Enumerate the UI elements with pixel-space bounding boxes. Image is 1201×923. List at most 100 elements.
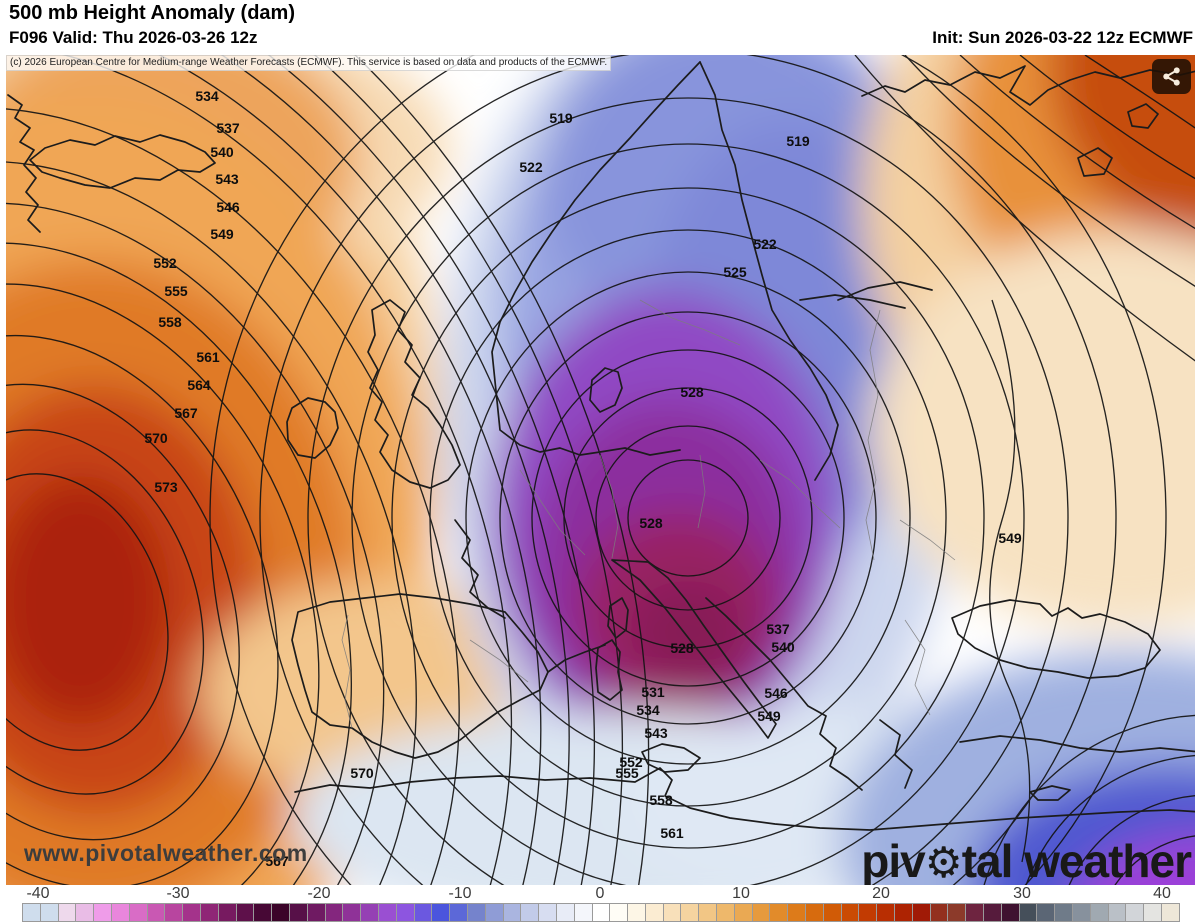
colorbar-cell: [573, 903, 592, 922]
weather-map: 534 537 540 543 546 549 552 555 558 561 564 567 570 5…: [6, 55, 1195, 886]
contour-label: 528: [680, 384, 704, 400]
height-contours: [6, 55, 1195, 885]
share-icon: [1163, 67, 1180, 86]
contour-label: 543: [215, 171, 239, 187]
colorbar-cell: [1000, 903, 1019, 922]
colorbar-cell: [680, 903, 699, 922]
colorbar-cell: [983, 903, 1001, 922]
contour-label: 540: [210, 144, 234, 160]
colorbar-cell: [484, 903, 503, 922]
colorbar-tick: 40: [1153, 885, 1171, 902]
contour-label: 531: [641, 684, 665, 700]
colorbar-tick: -10: [448, 885, 472, 902]
valid-time-label: F096 Valid: Thu 2026-03-26 12z: [9, 28, 258, 47]
borders: [341, 299, 956, 729]
colorbar-cell: [253, 903, 272, 922]
contour-label: 522: [519, 159, 543, 175]
contour-label: 537: [766, 621, 790, 637]
watermark-url: www.pivotalweather.com: [24, 840, 308, 866]
colorbar-cell: [520, 903, 539, 922]
contour-label: 528: [639, 515, 663, 531]
colorbar-cell: [698, 903, 717, 922]
colorbar-cell: [1089, 903, 1108, 922]
contour-label: 525: [723, 264, 747, 280]
colorbar-tick: 0: [595, 885, 605, 902]
colorbar-cell: [449, 903, 467, 922]
colorbar-cell: [894, 903, 912, 922]
contour-label: 552: [153, 255, 177, 271]
colorbar-cell: [876, 903, 895, 922]
colorbar-cell: [360, 903, 378, 922]
logo-text-piv: piv: [861, 835, 925, 887]
contour-label: 534: [195, 88, 219, 104]
colorbar-cell: [751, 903, 770, 922]
page-title: 500 mb Height Anomaly (dam): [9, 2, 295, 24]
colorbar-cell: [1107, 903, 1126, 922]
logo-text-tal-weather: tal weather: [961, 835, 1192, 887]
colorbar-cell: [93, 903, 111, 922]
colorbar-cell: [466, 903, 485, 922]
colorbar-cell: [1143, 903, 1161, 922]
colorbar-cell: [164, 903, 183, 922]
colorbar-tick-labels: -40 -30 -20 -10 0 10 20 30 40: [0, 885, 1201, 903]
contour-label: 546: [764, 685, 788, 701]
contour-label: 519: [549, 110, 573, 126]
colorbar-tick: -20: [307, 885, 331, 902]
right-contours: [854, 55, 1195, 863]
contour-label: 546: [216, 199, 240, 215]
contour-label: 555: [164, 283, 188, 299]
colorbar-cell: [1125, 903, 1144, 922]
contour-label: 555: [615, 765, 639, 781]
colorbar-cell: [502, 903, 521, 922]
colorbar-cell: [75, 903, 94, 922]
colorbar-cell: [769, 903, 788, 922]
contour-label: 549: [210, 226, 234, 242]
colorbar-cell: [644, 903, 663, 922]
colorbar-cell: [627, 903, 645, 922]
contour-label: 543: [644, 725, 668, 741]
colorbar-cell: [733, 903, 752, 922]
contour-label: 537: [216, 120, 240, 136]
contour-label: 528: [670, 640, 694, 656]
colorbar-tick: -40: [26, 885, 50, 902]
colorbar-cell: [146, 903, 165, 922]
colorbar-cell: [324, 903, 343, 922]
contour-label: 570: [350, 765, 374, 781]
colorbar-cell: [306, 903, 325, 922]
trough-contour-family: [209, 55, 1167, 885]
colorbar-cell: [1018, 903, 1037, 922]
anomaly-shading: [6, 55, 1195, 885]
contour-label: 570: [144, 430, 168, 446]
colorbar-cell: [235, 903, 254, 922]
ridge-contour-family: [6, 55, 650, 885]
colorbar-cell: [199, 903, 218, 922]
contour-label: 567: [265, 853, 289, 869]
colorbar-cell: [342, 903, 361, 922]
contour-label: 564: [187, 377, 211, 393]
coastlines: [7, 61, 1195, 831]
colorbar-tick: -30: [166, 885, 190, 902]
gear-icon: ⚙: [924, 838, 963, 887]
share-button[interactable]: [1152, 59, 1191, 94]
colorbar-tick: 10: [732, 885, 750, 902]
contour-labels: 5345375405435465495525555585615645675705…: [144, 88, 1022, 869]
colorbar-cell: [609, 903, 628, 922]
colorbar-cell: [947, 903, 966, 922]
colorbar-cell: [538, 903, 556, 922]
contour-label: 552: [619, 754, 643, 770]
colorbar-tick: 20: [872, 885, 890, 902]
colorbar-cell: [413, 903, 432, 922]
colorbar-cell: [128, 903, 147, 922]
colorbar-cell: [591, 903, 610, 922]
colorbar-cell: [787, 903, 806, 922]
contour-label: 549: [998, 530, 1022, 546]
colorbar-cell: [911, 903, 930, 922]
colorbar-cell: [716, 903, 734, 922]
contour-label: 540: [771, 639, 795, 655]
contour-label: 567: [174, 405, 198, 421]
colorbar-cell: [217, 903, 236, 922]
colorbar-cell: [805, 903, 823, 922]
colorbar-cell: [377, 903, 396, 922]
colorbar-cell: [840, 903, 859, 922]
colorbar-cell: [662, 903, 681, 922]
